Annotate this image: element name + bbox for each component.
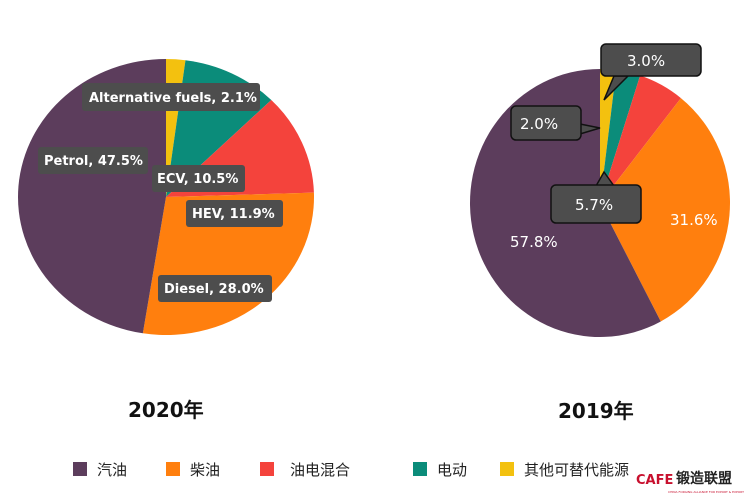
callout-2020-hev-text: HEV, 11.9% — [192, 207, 275, 222]
callout-2020-hev: HEV, 11.9% — [186, 200, 283, 227]
legend-swatch-petrol — [73, 462, 87, 476]
callout-2019-electric-text: 3.0% — [627, 52, 665, 70]
legend-label-hybrid: 油电混合 — [290, 461, 350, 479]
title-2020: 2020年 — [128, 398, 204, 422]
legend-swatch-electric — [413, 462, 427, 476]
label-2019-petrol: 57.8% — [510, 233, 558, 251]
callout-2020-ecv-text: ECV, 10.5% — [157, 172, 238, 187]
pie-2019-slice-diesel — [600, 98, 731, 322]
legend-swatch-diesel — [166, 462, 180, 476]
logo-tagline: CHINA FORGING ALLIANCE FOR EXPORT & EXPO… — [668, 490, 744, 494]
callout-2019-electric: 3.0% — [600, 43, 702, 101]
legend-label-alternative: 其他可替代能源 — [524, 461, 629, 479]
pie-2019-slice-electric — [600, 70, 641, 203]
callout-2020-diesel-text: Diesel, 28.0% — [164, 282, 264, 297]
logo-mark: CAFE — [636, 473, 673, 488]
callout-2019-alternative-text: 2.0% — [520, 115, 558, 133]
callout-2020-ecv: ECV, 10.5% — [152, 165, 245, 192]
legend-label-diesel: 柴油 — [190, 461, 220, 479]
callout-2019-alternative: 2.0% — [510, 105, 601, 141]
legend-swatch-hybrid — [260, 462, 274, 476]
legend: 汽油 柴油 油电混合 电动 其他可替代能源 — [73, 461, 629, 479]
legend-label-electric: 电动 — [437, 461, 467, 479]
pie-2020-slice-petrol — [18, 59, 166, 334]
legend-label-petrol: 汽油 — [97, 461, 127, 479]
callout-2019-hybrid-text: 5.7% — [575, 196, 613, 214]
callout-2020-alternative: Alternative fuels, 2.1% — [82, 83, 260, 111]
callout-2019-hybrid: 5.7% — [550, 170, 642, 224]
callout-2020-alternative-text: Alternative fuels, 2.1% — [89, 91, 257, 106]
title-2019: 2019年 — [558, 399, 634, 423]
callout-2020-petrol-text: Petrol, 47.5% — [44, 154, 143, 169]
logo-text: 锻造联盟 — [676, 470, 732, 487]
pie-2019-slice-alternative — [600, 69, 617, 203]
label-2019-diesel: 31.6% — [670, 211, 718, 229]
callout-2020-petrol: Petrol, 47.5% — [38, 147, 148, 174]
callout-2020-diesel: Diesel, 28.0% — [158, 275, 272, 302]
pie-2019-slice-hybrid — [600, 75, 681, 203]
logo: CAFE 锻造联盟 CHINA FORGING ALLIANCE FOR EXP… — [633, 462, 744, 498]
legend-swatch-alternative — [500, 462, 514, 476]
